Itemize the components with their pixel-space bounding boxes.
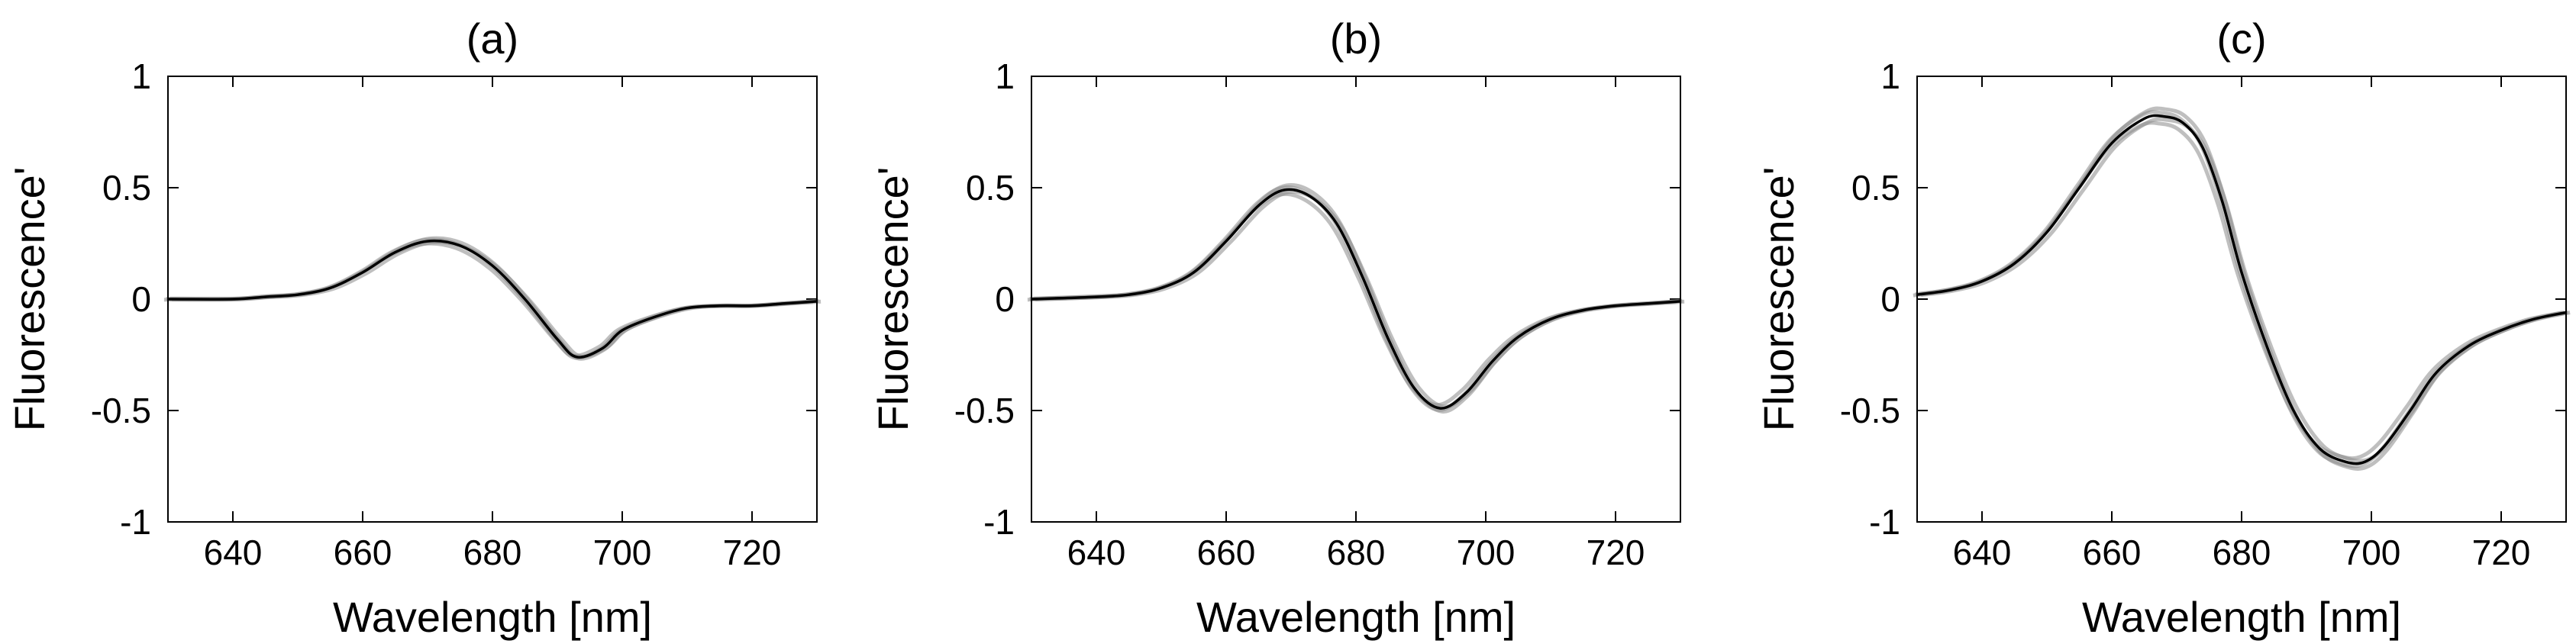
- y-tick-label: -1: [1869, 502, 1900, 542]
- x-tick-label: 680: [1327, 533, 1386, 572]
- x-tick-label: 720: [723, 533, 782, 572]
- y-tick-label: 0: [1880, 279, 1900, 319]
- series-line: [1916, 114, 2567, 465]
- panel-title: (b): [1330, 14, 1382, 63]
- x-tick-label: 700: [1457, 533, 1516, 572]
- replicate-line: [1035, 189, 1685, 409]
- x-axis-label: Wavelength [nm]: [2082, 593, 2401, 641]
- y-axis-label: Fluorescence': [1754, 167, 1803, 432]
- panel-title: (a): [466, 14, 518, 63]
- y-tick-label: -1: [983, 502, 1015, 542]
- x-tick-label: 680: [463, 533, 522, 572]
- y-tick-label: 0.5: [966, 168, 1015, 208]
- x-tick-label: 660: [1197, 533, 1256, 572]
- x-tick-label: 720: [2472, 533, 2531, 572]
- replicate-line: [1033, 183, 1683, 414]
- plot-frame: [1916, 76, 2567, 523]
- panel-c: (c) 640 660 680 700 720 -1 -0.5 0 0.5 1 Wavelengt…: [1754, 14, 2571, 641]
- series-line: [167, 239, 818, 359]
- y-tick-label: 1: [995, 56, 1015, 96]
- series-line: [1031, 188, 1681, 410]
- plot-frame: [167, 76, 818, 523]
- x-tick-label: 660: [334, 533, 392, 572]
- replicate-line: [1029, 185, 1679, 412]
- replicate-line: [172, 240, 822, 359]
- y-axis-label: Fluorescence': [869, 167, 917, 432]
- y-tick-label: 0.5: [102, 168, 151, 208]
- x-axis-label: Wavelength [nm]: [1196, 593, 1516, 641]
- panel-a: (a) 640 660 680 700 720 -1 -0.5 0 0.5 1 Wavelengt…: [5, 14, 822, 641]
- y-tick-label: 0: [995, 279, 1015, 319]
- x-tick-label: 640: [1067, 533, 1126, 572]
- replicate-line: [1913, 121, 2563, 461]
- x-tick-label: 700: [593, 533, 652, 572]
- x-tick-label: 660: [2083, 533, 2142, 572]
- y-tick-label: 1: [1880, 56, 1900, 96]
- y-tick-label: -0.5: [954, 391, 1015, 430]
- panel-b: (b) 640 660 680 700 720 -1 -0.5 0 0.5 1 Wavelengt…: [869, 14, 1685, 641]
- x-axis-label: Wavelength [nm]: [333, 593, 652, 641]
- y-tick-label: 1: [131, 56, 151, 96]
- y-tick-label: 0.5: [1851, 168, 1900, 208]
- plot-frame: [1031, 76, 1681, 523]
- y-axis-label: Fluorescence': [5, 167, 53, 432]
- x-tick-label: 680: [2213, 533, 2271, 572]
- x-tick-label: 640: [1953, 533, 2012, 572]
- y-tick-label: -0.5: [91, 391, 151, 430]
- y-tick-label: -1: [120, 502, 151, 542]
- y-tick-label: 0: [131, 279, 151, 319]
- x-tick-label: 700: [2342, 533, 2401, 572]
- x-tick-label: 720: [1587, 533, 1645, 572]
- x-tick-label: 640: [204, 533, 263, 572]
- panel-title: (c): [2216, 14, 2266, 63]
- replicate-line: [1027, 192, 1677, 407]
- y-tick-label: -0.5: [1840, 391, 1900, 430]
- replicate-line: [1915, 110, 2565, 469]
